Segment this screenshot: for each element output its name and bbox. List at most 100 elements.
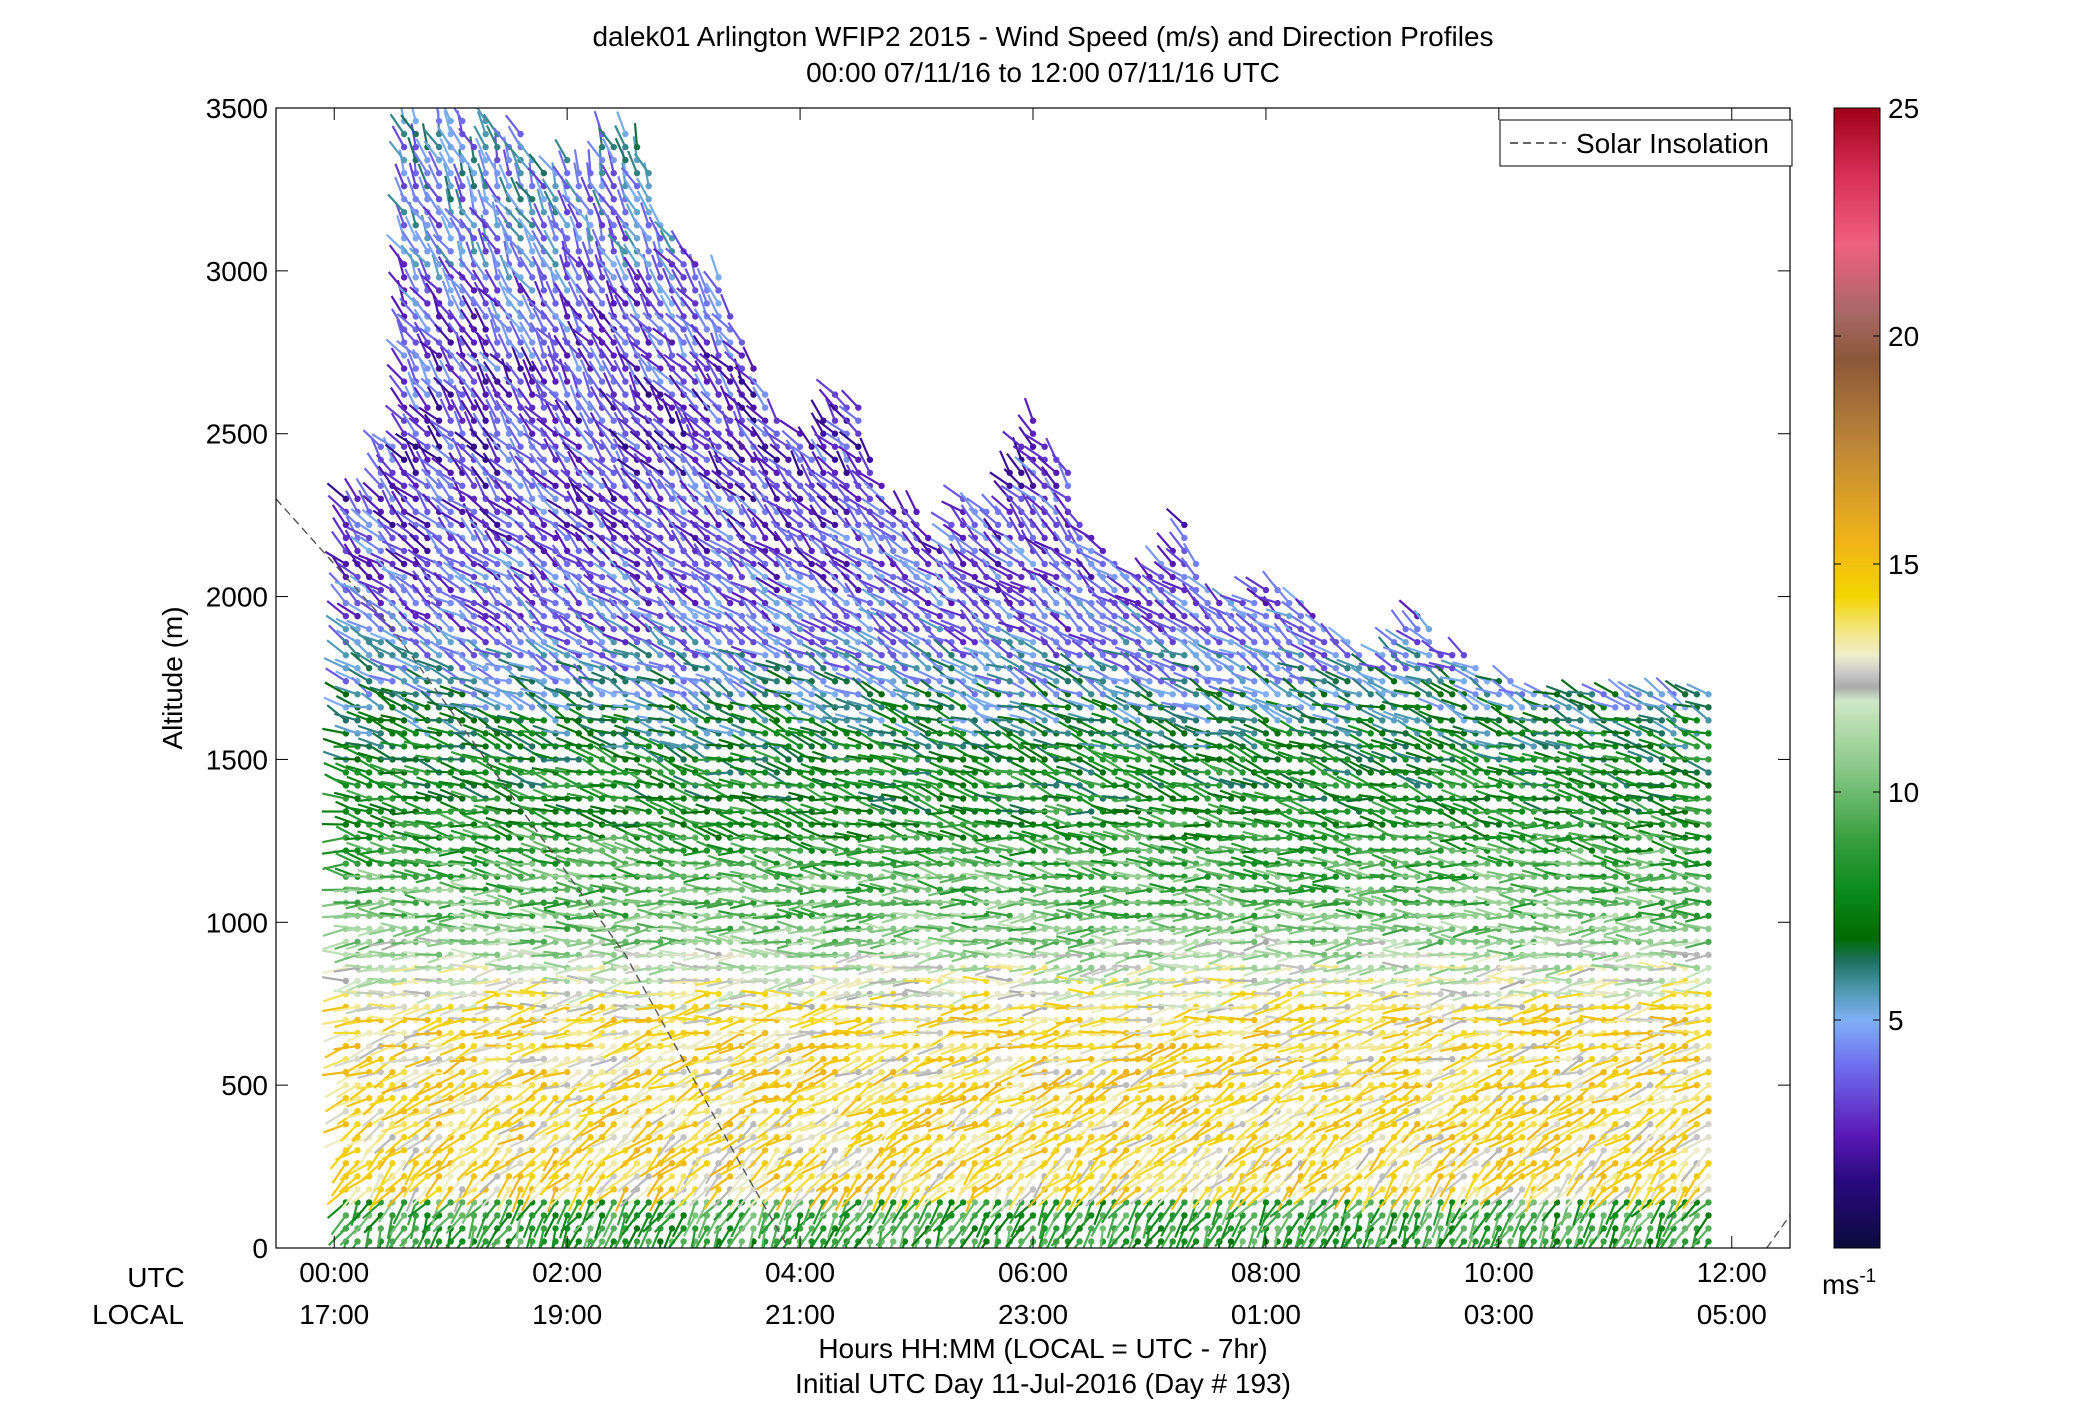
wind-barb-shaft xyxy=(380,771,405,775)
wind-barb-dot xyxy=(354,1186,361,1193)
wind-barb-dot xyxy=(354,782,361,789)
wind-barb-shaft xyxy=(371,602,394,618)
wind-barb-shaft xyxy=(358,580,382,592)
wind-barb-shaft xyxy=(636,874,661,878)
wind-barb-dot xyxy=(517,560,524,568)
wind-barb-shaft xyxy=(322,940,347,951)
wind-barb-shaft xyxy=(372,1175,394,1193)
wind-barb-shaft xyxy=(350,507,370,526)
wind-barb-dot xyxy=(435,365,443,372)
wind-barb-dot xyxy=(517,652,524,659)
wind-barb-shaft xyxy=(322,966,347,975)
wind-barb-shaft xyxy=(438,979,463,984)
wind-barb-dot xyxy=(412,495,419,503)
wind-barb-dot xyxy=(435,274,443,281)
wind-barb-shaft xyxy=(380,1031,405,1035)
wind-barb-shaft xyxy=(333,924,358,930)
wind-barb-dot xyxy=(563,391,571,398)
wind-barb-shaft xyxy=(380,922,405,930)
wind-barb-dot xyxy=(447,430,454,437)
wind-barb-dot xyxy=(365,1094,373,1102)
wind-barb-shaft xyxy=(391,992,416,996)
wind-barb-dot xyxy=(424,156,431,164)
wind-barb-dot xyxy=(389,1094,396,1102)
wind-barb-dot xyxy=(459,182,466,190)
wind-barb-dot xyxy=(377,652,385,659)
wind-barb-dot xyxy=(482,560,489,568)
wind-barb-dot xyxy=(435,665,443,672)
wind-barb-shaft xyxy=(361,1110,382,1128)
wind-barb-shaft xyxy=(373,1188,394,1206)
wind-barb-dot xyxy=(633,209,641,216)
wind-barb-dot xyxy=(447,339,454,346)
wind-barb-dot xyxy=(470,573,478,581)
wind-barb-dot xyxy=(377,704,385,711)
wind-barb-shaft xyxy=(659,992,684,996)
wind-barb-dot xyxy=(622,391,629,398)
wind-barb-shaft xyxy=(346,789,370,800)
wind-barb-dot xyxy=(482,130,489,138)
wind-barb-shaft xyxy=(390,347,406,370)
wind-barb-shaft xyxy=(322,792,347,800)
wind-barb-dot xyxy=(622,612,629,620)
wind-barb-dot xyxy=(633,143,641,151)
wind-barb-dot xyxy=(552,1055,559,1063)
wind-barb-shaft xyxy=(371,433,394,448)
wind-barb-shaft xyxy=(390,295,406,318)
wind-barb-dot xyxy=(517,1238,524,1245)
wind-barb-shaft xyxy=(370,437,382,461)
wind-barb-shaft xyxy=(346,1136,370,1147)
wind-barb-dot xyxy=(400,547,408,555)
wind-barb-shaft xyxy=(381,801,405,813)
wind-barb-shaft xyxy=(392,1084,417,1093)
wind-barb-shaft xyxy=(333,966,358,973)
wind-barb-dot xyxy=(377,821,385,828)
wind-barb-dot xyxy=(389,678,396,685)
wind-barb-dot xyxy=(657,1121,664,1128)
wind-barb-dot xyxy=(377,847,385,854)
wind-barb-dot xyxy=(575,1068,582,1076)
wind-barb-dot xyxy=(494,599,501,607)
wind-barb-shaft xyxy=(369,632,393,644)
wind-barb-dot xyxy=(645,534,652,542)
wind-barbs xyxy=(321,108,1712,1248)
wind-barb-dot xyxy=(598,222,606,229)
wind-barb-shaft xyxy=(391,1057,416,1064)
wind-barb-dot xyxy=(400,1212,408,1219)
wind-barb-shaft xyxy=(385,233,405,253)
wind-barb-dot xyxy=(342,612,350,620)
wind-barb-dot xyxy=(668,547,676,555)
wind-barb-dot xyxy=(680,756,687,763)
wind-barb-dot xyxy=(470,652,478,659)
wind-barb-dot xyxy=(657,300,664,307)
wind-barb-dot xyxy=(354,573,361,581)
wind-barb-dot xyxy=(342,560,350,568)
wind-barb-dot xyxy=(622,274,629,281)
wind-barb-shaft xyxy=(346,619,370,631)
wind-barb-dot xyxy=(517,873,524,880)
wind-barb-dot xyxy=(575,1108,582,1115)
wind-barb-shaft xyxy=(357,751,382,761)
wind-barb-dot xyxy=(668,704,676,711)
wind-barb-dot xyxy=(342,1160,350,1167)
wind-barb-dot xyxy=(365,769,373,776)
wind-barb-shaft xyxy=(386,1215,394,1240)
wind-barb-shaft xyxy=(391,823,416,827)
wind-barb-dot xyxy=(447,469,454,476)
wind-barb-dot xyxy=(505,834,513,841)
wind-barb-dot xyxy=(692,560,699,568)
wind-barb-dot xyxy=(645,743,652,750)
wind-barb-dot xyxy=(505,599,513,607)
wind-barb-dot xyxy=(354,717,361,724)
wind-barb-dot xyxy=(470,404,478,411)
wind-barb-dot xyxy=(552,300,559,307)
wind-barb-dot xyxy=(400,1003,408,1011)
wind-barb-dot xyxy=(459,1094,466,1102)
wind-barb-dot xyxy=(494,143,501,151)
wind-barb-dot xyxy=(412,508,419,516)
wind-barb-shaft xyxy=(321,1071,347,1077)
wind-barb-dot xyxy=(389,495,396,503)
wind-barb-dot xyxy=(563,222,571,229)
wind-barb-shaft xyxy=(347,1162,370,1176)
wind-barb-dot xyxy=(482,326,489,333)
